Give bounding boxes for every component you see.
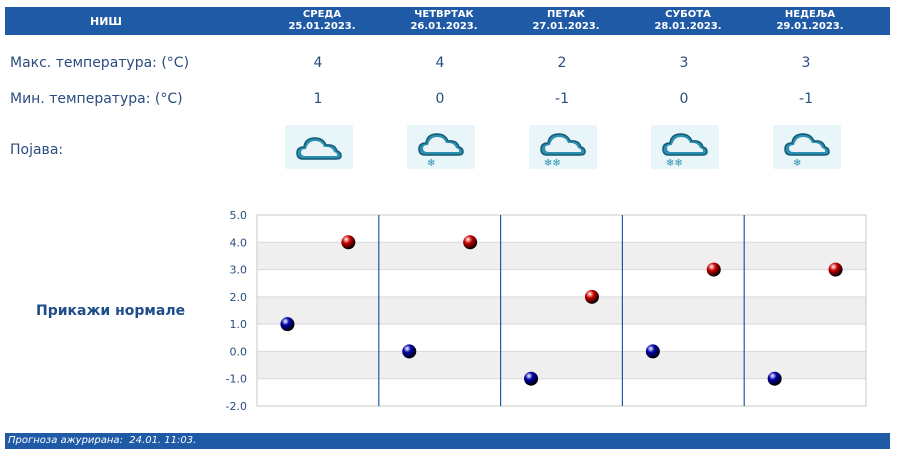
day-date: 28.01.2023. [654,21,722,32]
phenomenon-label: Појава: [10,142,64,158]
day-column-1: СРЕДА 25.01.2023. [262,9,382,33]
day-name: ЧЕТВРТАК [414,9,474,20]
update-info: Прогноза ажурирана: 24.01. 11:03. [8,435,196,446]
grid-band [257,351,866,379]
y-tick-label: -1.0 [226,373,247,386]
day-column-2: ЧЕТВРТАК 26.01.2023. [384,9,504,33]
y-tick-label: 4.0 [230,236,248,249]
svg-text:❄❄: ❄❄ [666,158,683,169]
max-temp-value: 4 [313,55,323,71]
y-tick-label: 1.0 [230,318,248,331]
min-temp-point [645,344,660,359]
city-name: НИШ [90,15,123,28]
show-normals-button[interactable]: Прикажи нормале [36,303,186,319]
y-tick-label: 2.0 [230,291,248,304]
svg-text:❄❄: ❄❄ [544,158,561,169]
day-name: СРЕДА [302,9,342,20]
footer-bar: Прогноза ажурирана: 24.01. 11:03. [5,433,890,449]
day-date: 26.01.2023. [410,21,478,32]
cloud-snow-icon: ❄ [407,125,475,169]
min-temp-value: 1 [313,91,323,107]
update-label: Прогноза ажурирана: [8,435,123,446]
min-temp-point [280,317,295,332]
max-temp-point [828,262,843,277]
max-temp-point [584,289,599,304]
min-temp-value: 0 [679,91,689,107]
day-name: НЕДЕЉА [784,9,836,20]
y-tick-label: 3.0 [230,264,248,277]
min-temp-point [767,371,782,386]
max-temp-point [706,262,721,277]
update-time: 24.01. 11:03. [129,435,197,446]
day-column-5: НЕДЕЉА 29.01.2023. [750,9,870,33]
min-temp-value: -1 [555,91,569,107]
plot-frame [256,214,867,407]
day-date: 27.01.2023. [532,21,600,32]
y-tick-label: 5.0 [230,209,248,222]
svg-text:❄: ❄ [427,158,435,169]
day-date: 25.01.2023. [288,21,356,32]
grid-band [257,296,866,325]
max-temp-label: Макс. температура: (°C) [10,55,190,71]
min-temp-point [402,344,417,359]
max-temp-value: 3 [679,55,689,71]
day-name: ПЕТАК [547,9,585,20]
cloud-heavy-snow-icon: ❄❄ [529,125,597,169]
max-temp-point [463,235,478,250]
min-temp-value: -1 [799,91,813,107]
cloud-heavy-snow-icon: ❄❄ [651,125,719,169]
cloud-icon [285,125,353,169]
day-column-4: СУБОТА 28.01.2023. [628,9,748,33]
day-date: 29.01.2023. [776,21,844,32]
max-temp-value: 2 [557,55,567,71]
day-name: СУБОТА [665,9,711,20]
y-tick-label: 0.0 [230,345,248,358]
max-temp-value: 4 [435,55,445,71]
y-tick-label: -2.0 [226,400,247,413]
min-temp-label: Мин. температура: (°C) [10,91,183,107]
svg-text:❄: ❄ [793,158,801,169]
cloud-snow-icon: ❄ [773,125,841,169]
grid-band [257,242,866,270]
forecast-header: НИШ СРЕДА 25.01.2023. ЧЕТВРТАК 26.01.202… [5,7,890,35]
min-temp-value: 0 [435,91,445,107]
max-temp-value: 3 [801,55,811,71]
max-temp-point [341,235,356,250]
day-column-3: ПЕТАК 27.01.2023. [506,9,626,33]
min-temp-point [524,371,539,386]
